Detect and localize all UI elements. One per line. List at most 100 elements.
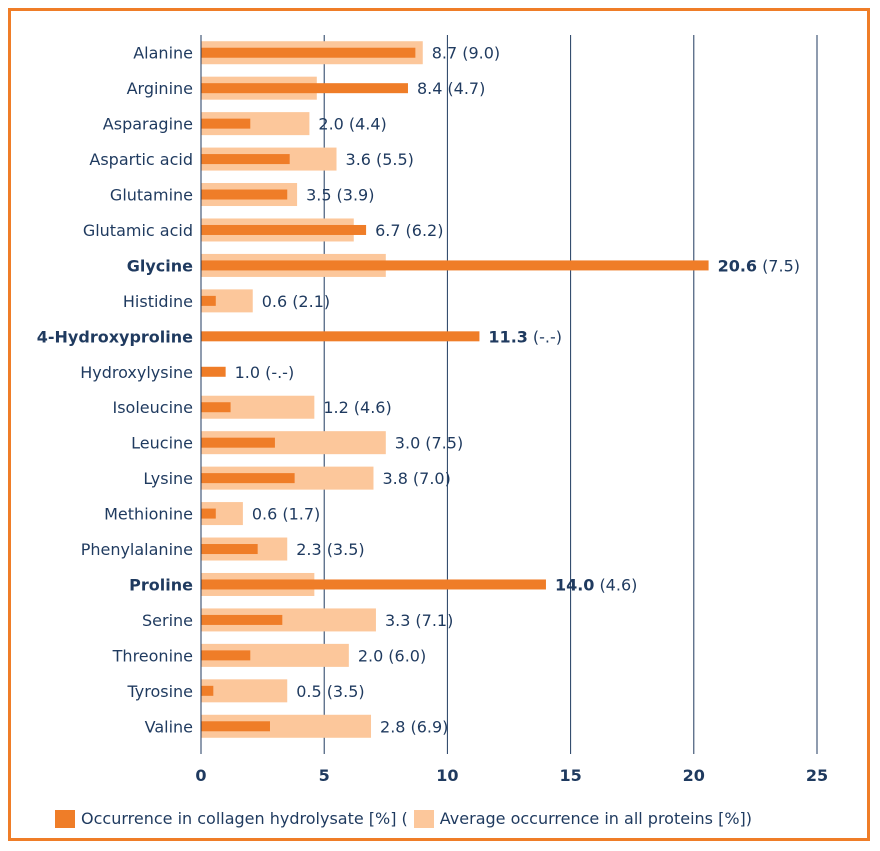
amino-acid-bar-chart: Alanine 8.7 (9.0) Arginine 8.4 (4.7) Asparagin… bbox=[37, 35, 828, 785]
category-label-11: Leucine bbox=[131, 434, 193, 453]
value-label-16: 3.3 (7.1) bbox=[385, 611, 453, 630]
value-label-14: 2.3 (3.5) bbox=[296, 540, 364, 559]
bar-collagen-8 bbox=[201, 331, 480, 342]
bar-collagen-11 bbox=[201, 437, 275, 448]
value-label-2: 2.0 (4.4) bbox=[318, 115, 386, 134]
legend-label-average: Average occurrence in all proteins [%]) bbox=[439, 809, 753, 828]
chart-frame: Alanine 8.7 (9.0) Arginine 8.4 (4.7) Asparagin… bbox=[8, 8, 870, 841]
value-label-main-13: 0.6 bbox=[252, 505, 277, 524]
value-label-main-19: 2.8 bbox=[380, 717, 405, 736]
bar-collagen-6 bbox=[201, 260, 709, 271]
value-label-paren-19: (6.9) bbox=[410, 717, 448, 736]
category-label-8: 4-Hydroxyproline bbox=[37, 327, 193, 346]
value-label-13: 0.6 (1.7) bbox=[252, 505, 320, 524]
legend: Occurrence in collagen hydrolysate [%] (… bbox=[55, 809, 752, 828]
x-tick-label-0: 0 bbox=[195, 766, 206, 785]
value-label-1: 8.4 (4.7) bbox=[417, 79, 485, 98]
bar-collagen-4 bbox=[201, 189, 288, 200]
bar-collagen-17 bbox=[201, 650, 251, 661]
category-label-9: Hydroxylysine bbox=[80, 363, 193, 382]
value-label-12: 3.8 (7.0) bbox=[382, 469, 450, 488]
value-label-0: 8.7 (9.0) bbox=[432, 44, 500, 63]
value-label-paren-2: (4.4) bbox=[349, 115, 387, 134]
bar-collagen-19 bbox=[201, 721, 270, 732]
value-label-main-4: 3.5 bbox=[306, 186, 331, 205]
value-label-5: 6.7 (6.2) bbox=[375, 221, 443, 240]
value-label-9: 1.0 (-.-) bbox=[235, 363, 295, 382]
value-label-paren-11: (7.5) bbox=[425, 434, 463, 453]
bar-collagen-7 bbox=[201, 295, 216, 306]
x-tick-label-25: 25 bbox=[806, 766, 828, 785]
value-label-paren-14: (3.5) bbox=[327, 540, 365, 559]
bar-collagen-9 bbox=[201, 366, 226, 377]
value-label-7: 0.6 (2.1) bbox=[262, 292, 330, 311]
value-label-paren-16: (7.1) bbox=[415, 611, 453, 630]
value-label-main-15: 14.0 bbox=[555, 575, 594, 594]
bar-average-13 bbox=[201, 502, 243, 526]
category-label-10: Isoleucine bbox=[113, 398, 194, 417]
bar-collagen-15 bbox=[201, 579, 546, 590]
legend-swatch-average bbox=[413, 809, 434, 828]
category-label-15: Proline bbox=[129, 575, 193, 594]
bar-average-17 bbox=[201, 643, 349, 667]
category-label-17: Threonine bbox=[112, 646, 193, 665]
value-label-main-8: 11.3 bbox=[488, 327, 527, 346]
category-label-2: Asparagine bbox=[103, 115, 193, 134]
x-tick-label-10: 10 bbox=[436, 766, 458, 785]
category-label-7: Histidine bbox=[123, 292, 193, 311]
value-label-paren-10: (4.6) bbox=[354, 398, 392, 417]
bar-average-7 bbox=[201, 289, 253, 313]
value-label-paren-5: (6.2) bbox=[406, 221, 444, 240]
value-label-main-14: 2.3 bbox=[296, 540, 321, 559]
bar-collagen-12 bbox=[201, 473, 295, 484]
value-label-paren-17: (6.0) bbox=[388, 646, 426, 665]
value-label-main-5: 6.7 bbox=[375, 221, 400, 240]
value-label-8: 11.3 (-.-) bbox=[488, 327, 562, 346]
bar-collagen-0 bbox=[201, 47, 416, 58]
value-label-15: 14.0 (4.6) bbox=[555, 575, 637, 594]
value-label-paren-9: (-.-) bbox=[265, 363, 294, 382]
value-label-main-11: 3.0 bbox=[395, 434, 420, 453]
value-label-main-10: 1.2 bbox=[323, 398, 348, 417]
value-label-10: 1.2 (4.6) bbox=[323, 398, 391, 417]
category-label-12: Lysine bbox=[143, 469, 193, 488]
value-label-main-17: 2.0 bbox=[358, 646, 383, 665]
category-label-16: Serine bbox=[142, 611, 193, 630]
value-label-paren-13: (1.7) bbox=[282, 505, 320, 524]
category-label-3: Aspartic acid bbox=[89, 150, 193, 169]
value-label-17: 2.0 (6.0) bbox=[358, 646, 426, 665]
value-label-6: 20.6 (7.5) bbox=[718, 256, 800, 275]
x-tick-label-5: 5 bbox=[319, 766, 330, 785]
bar-average-10 bbox=[201, 395, 315, 419]
value-label-11: 3.0 (7.5) bbox=[395, 434, 463, 453]
bar-average-16 bbox=[201, 608, 376, 632]
category-label-5: Glutamic acid bbox=[83, 221, 193, 240]
value-label-main-18: 0.5 bbox=[296, 682, 321, 701]
bar-average-11 bbox=[201, 431, 386, 455]
bar-collagen-3 bbox=[201, 154, 290, 165]
bar-collagen-18 bbox=[201, 685, 214, 696]
value-label-paren-3: (5.5) bbox=[376, 150, 414, 169]
bar-average-2 bbox=[201, 112, 310, 136]
category-label-1: Arginine bbox=[127, 79, 193, 98]
bar-collagen-2 bbox=[201, 118, 251, 129]
value-label-paren-12: (7.0) bbox=[413, 469, 451, 488]
value-label-main-1: 8.4 bbox=[417, 79, 442, 98]
value-label-19: 2.8 (6.9) bbox=[380, 717, 448, 736]
value-label-main-12: 3.8 bbox=[382, 469, 407, 488]
bar-collagen-16 bbox=[201, 614, 283, 625]
value-label-main-2: 2.0 bbox=[318, 115, 343, 134]
value-label-paren-15: (4.6) bbox=[599, 575, 637, 594]
x-tick-label-15: 15 bbox=[559, 766, 581, 785]
category-label-14: Phenylalanine bbox=[81, 540, 193, 559]
value-label-main-3: 3.6 bbox=[346, 150, 371, 169]
value-label-18: 0.5 (3.5) bbox=[296, 682, 364, 701]
category-label-18: Tyrosine bbox=[126, 682, 193, 701]
value-label-main-9: 1.0 bbox=[235, 363, 260, 382]
value-label-main-16: 3.3 bbox=[385, 611, 410, 630]
bar-collagen-1 bbox=[201, 83, 408, 94]
value-label-paren-7: (2.1) bbox=[292, 292, 330, 311]
bar-collagen-13 bbox=[201, 508, 216, 519]
legend-label-collagen: Occurrence in collagen hydrolysate [%] ( bbox=[81, 809, 408, 828]
category-label-19: Valine bbox=[145, 717, 193, 736]
